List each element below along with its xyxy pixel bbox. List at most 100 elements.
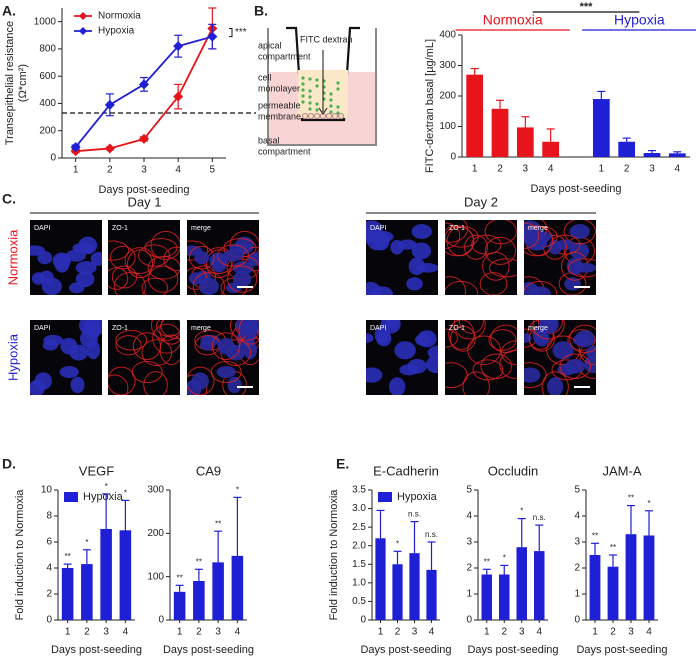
x-tick-label: 3 bbox=[649, 164, 655, 175]
dextran-dot bbox=[336, 111, 340, 115]
error-bar bbox=[546, 128, 555, 142]
bar bbox=[100, 529, 112, 620]
dextran-dot bbox=[336, 81, 340, 85]
significance-label: * bbox=[396, 539, 399, 548]
error-bar bbox=[517, 517, 526, 548]
row-label: Normoxia bbox=[5, 229, 20, 285]
diagram-label: apical bbox=[258, 40, 282, 50]
y-tick-label: 3.5 bbox=[352, 485, 366, 496]
significance-label: * bbox=[236, 485, 239, 494]
y-tick-label: 400 bbox=[39, 98, 56, 109]
cell bbox=[307, 112, 315, 120]
marker bbox=[104, 143, 115, 154]
dextran-dot bbox=[301, 88, 305, 92]
y-tick-label: 200 bbox=[439, 91, 456, 102]
y-tick-label: 0 bbox=[574, 615, 580, 626]
legend-label: Hypoxia bbox=[98, 26, 135, 37]
error-bar bbox=[496, 99, 504, 109]
channel-label: merge bbox=[191, 225, 211, 232]
group-label: Normoxia bbox=[483, 12, 543, 28]
dextran-dot bbox=[308, 107, 312, 111]
y-tick-label: 10 bbox=[41, 485, 53, 496]
error-bar bbox=[627, 505, 635, 535]
y-axis-label: (Ω*cm²) bbox=[17, 64, 29, 102]
micrograph bbox=[366, 220, 438, 295]
x-tick-label: 1 bbox=[65, 627, 71, 638]
bar bbox=[516, 127, 534, 157]
y-tick-label: 300 bbox=[439, 60, 456, 71]
dextran-dot bbox=[301, 82, 305, 86]
x-axis-label: Days post-seeding bbox=[98, 184, 189, 196]
bar bbox=[643, 153, 661, 157]
channel-label: ZO-1 bbox=[112, 325, 128, 332]
dextran-dot bbox=[336, 87, 340, 91]
micrograph bbox=[30, 220, 102, 295]
micrograph bbox=[187, 220, 259, 295]
dextran-dot bbox=[315, 78, 319, 82]
x-tick-label: 1 bbox=[484, 627, 490, 638]
x-tick-label: 1 bbox=[378, 627, 384, 638]
significance-label: ** bbox=[196, 557, 202, 566]
micrograph bbox=[524, 320, 596, 395]
y-tick-label: 4 bbox=[574, 511, 580, 522]
y-tick-label: 600 bbox=[39, 71, 56, 82]
error-bar bbox=[609, 554, 617, 567]
bar bbox=[481, 574, 492, 620]
y-tick-label: 8 bbox=[46, 511, 52, 522]
x-tick-label: 3 bbox=[628, 627, 634, 638]
y-tick-label: 1 bbox=[466, 589, 472, 600]
significance-label: * bbox=[124, 489, 127, 498]
dextran-dot bbox=[336, 105, 340, 109]
y-tick-label: 0 bbox=[360, 615, 366, 626]
bar bbox=[392, 564, 403, 620]
dextran-dot bbox=[329, 92, 333, 96]
column-label: Day 2 bbox=[464, 194, 498, 209]
bar bbox=[589, 555, 601, 620]
error-bar bbox=[673, 151, 682, 154]
y-tick-label: 100 bbox=[147, 571, 164, 582]
bar bbox=[542, 141, 560, 157]
dextran-dot bbox=[308, 89, 312, 93]
dextran-dot bbox=[329, 110, 333, 114]
significance-label: * bbox=[85, 538, 88, 547]
dextran-dot bbox=[308, 95, 312, 99]
error-bar bbox=[102, 493, 111, 529]
significance-label: * bbox=[379, 499, 382, 508]
dextran-dot bbox=[308, 101, 312, 105]
x-tick-label: 4 bbox=[123, 627, 129, 638]
significance-label: ** bbox=[215, 519, 221, 528]
y-tick-label: 3.0 bbox=[352, 503, 366, 514]
y-tick-label: 4 bbox=[46, 563, 52, 574]
error-bar bbox=[214, 530, 223, 563]
significance-label: *** bbox=[580, 1, 594, 13]
bar bbox=[618, 141, 636, 157]
bar bbox=[491, 108, 509, 157]
column-label: Day 1 bbox=[128, 194, 162, 209]
marker bbox=[139, 79, 149, 90]
x-tick-label: 1 bbox=[472, 164, 478, 175]
marker bbox=[70, 142, 81, 153]
micrograph bbox=[30, 320, 102, 395]
panel-label: D. bbox=[2, 456, 16, 472]
dextran-dot bbox=[315, 108, 319, 112]
y-tick-label: 0.5 bbox=[352, 596, 366, 607]
cell bbox=[313, 112, 321, 120]
micrograph bbox=[108, 220, 180, 295]
significance-label: * bbox=[105, 482, 108, 491]
diagram-label: membrane bbox=[258, 111, 301, 121]
significance-label: ** bbox=[177, 573, 183, 582]
x-tick-label: 2 bbox=[501, 627, 507, 638]
y-tick-label: 0 bbox=[50, 153, 56, 164]
dextran-dot bbox=[329, 104, 333, 108]
significance-label: ** bbox=[592, 531, 598, 540]
significance-label: * bbox=[520, 507, 523, 516]
bar bbox=[212, 562, 224, 620]
y-tick-label: 1.0 bbox=[352, 577, 366, 588]
diagram-label: permeable bbox=[258, 100, 301, 110]
error-bar bbox=[82, 549, 91, 565]
y-tick-label: 400 bbox=[439, 30, 456, 41]
channel-label: DAPI bbox=[370, 325, 386, 332]
error-bar bbox=[521, 116, 530, 128]
diagram-label: cell bbox=[258, 72, 272, 82]
y-tick-label: 4 bbox=[466, 511, 472, 522]
